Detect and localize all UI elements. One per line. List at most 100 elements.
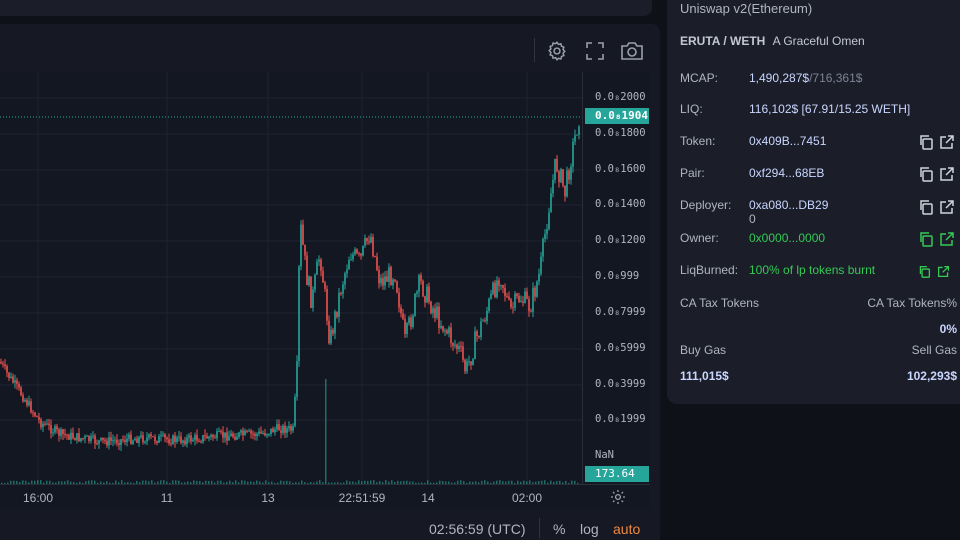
volume-bar — [40, 480, 42, 484]
candle-body — [384, 276, 386, 286]
volume-bar — [538, 481, 540, 484]
volume-bar — [370, 480, 372, 484]
volume-bar — [13, 480, 15, 484]
volume-bar — [493, 481, 495, 484]
candle-body — [452, 343, 454, 346]
buy-gas-value: 111,015$ — [680, 369, 729, 383]
price-axis[interactable]: 0.0₈2000 0.0₈1904 0.0₈1800 0.0₈1600 0.0₈… — [582, 72, 650, 484]
liqburned-value: 100% of lp tokens burnt — [749, 263, 876, 277]
external-link-icon[interactable] — [939, 231, 955, 247]
copy-icon[interactable] — [918, 231, 934, 247]
owner-label: Owner: — [680, 231, 719, 245]
volume-bar — [451, 482, 453, 484]
utc-clock[interactable]: 02:56:59 (UTC) — [429, 521, 526, 537]
percent-toggle[interactable]: % — [553, 521, 566, 537]
candle-body — [516, 293, 518, 296]
candle-body — [248, 430, 250, 432]
volume-bar — [550, 480, 552, 484]
candle-body — [40, 419, 42, 428]
candle-body — [398, 292, 400, 308]
candle-body — [200, 441, 202, 443]
time-tick: 22:51:59 — [338, 491, 386, 505]
candle-body — [570, 166, 572, 180]
candle-body — [136, 438, 138, 443]
price-tick: 0.0₈7999 — [595, 306, 646, 318]
candle-body — [238, 432, 240, 437]
fullscreen-icon[interactable] — [582, 38, 608, 64]
copy-icon[interactable] — [918, 265, 931, 278]
volume-bar — [517, 480, 519, 484]
candle-body — [470, 361, 472, 365]
volume-bar — [358, 480, 360, 484]
volume-bar — [238, 482, 240, 484]
candle-body — [332, 329, 334, 334]
candle-body — [476, 331, 478, 337]
volume-bar — [52, 482, 54, 484]
external-link-icon[interactable] — [939, 134, 955, 150]
candle-body — [356, 249, 358, 254]
volume-bar — [430, 482, 432, 484]
candle-body — [2, 363, 4, 365]
candlestick-chart[interactable] — [0, 72, 582, 484]
volume-bar — [286, 480, 288, 484]
volume-bar — [295, 482, 297, 484]
candle-body — [326, 288, 328, 321]
candle-body — [114, 439, 116, 441]
candle-body — [282, 425, 284, 433]
candle-body — [532, 287, 534, 312]
candle-body — [546, 229, 548, 235]
log-toggle[interactable]: log — [580, 521, 599, 537]
volume-bar — [184, 482, 186, 484]
volume-bar — [220, 480, 222, 484]
volume-bar — [400, 481, 402, 484]
copy-icon[interactable] — [918, 166, 934, 182]
volume-bar — [97, 482, 99, 484]
candle-body — [108, 437, 110, 446]
volume-bar — [247, 481, 249, 484]
candle-body — [534, 287, 536, 297]
candle-body — [304, 244, 306, 256]
external-link-icon[interactable] — [937, 265, 950, 278]
candle-body — [520, 301, 522, 303]
candle-body — [420, 275, 422, 281]
camera-icon[interactable] — [619, 38, 645, 64]
candle-body — [578, 126, 580, 135]
candle-body — [410, 317, 412, 327]
axis-settings-icon[interactable] — [610, 489, 626, 510]
candle-body — [490, 293, 492, 299]
volume-bar — [121, 480, 123, 484]
copy-icon[interactable] — [918, 134, 934, 150]
candle-body — [438, 306, 440, 329]
volume-bar — [25, 480, 27, 484]
volume-bar — [259, 481, 261, 484]
volume-bar — [151, 480, 153, 484]
candle-body — [474, 331, 476, 360]
candle-body — [510, 299, 512, 308]
candle-body — [538, 273, 540, 282]
volume-tag: 173.64 — [585, 466, 649, 482]
candle-body — [426, 286, 428, 303]
candle-body — [154, 436, 156, 442]
volume-bar — [250, 481, 252, 484]
candle-body — [96, 443, 98, 445]
ca-tax-tokens-pct-value: 0% — [939, 322, 957, 336]
candle-body — [28, 401, 30, 406]
candle-body — [396, 281, 398, 293]
auto-toggle[interactable]: auto — [613, 521, 641, 537]
candle-body — [312, 289, 314, 308]
volume-bar — [343, 482, 345, 484]
candle-body — [430, 301, 432, 314]
copy-icon[interactable] — [918, 199, 934, 215]
external-link-icon[interactable] — [939, 199, 955, 215]
candle-body — [254, 433, 256, 436]
candle-body — [198, 440, 200, 442]
candle-body — [68, 435, 70, 440]
volume-bar — [16, 480, 18, 484]
external-link-icon[interactable] — [939, 166, 955, 182]
volume-bar — [385, 480, 387, 484]
time-axis[interactable]: 16:00 11 13 22:51:59 14 02:00 — [0, 484, 650, 508]
gear-icon[interactable] — [544, 38, 570, 64]
candle-body — [458, 345, 460, 349]
price-chart[interactable] — [0, 72, 582, 484]
mcap-primary: 1,490,287$ — [749, 71, 810, 85]
